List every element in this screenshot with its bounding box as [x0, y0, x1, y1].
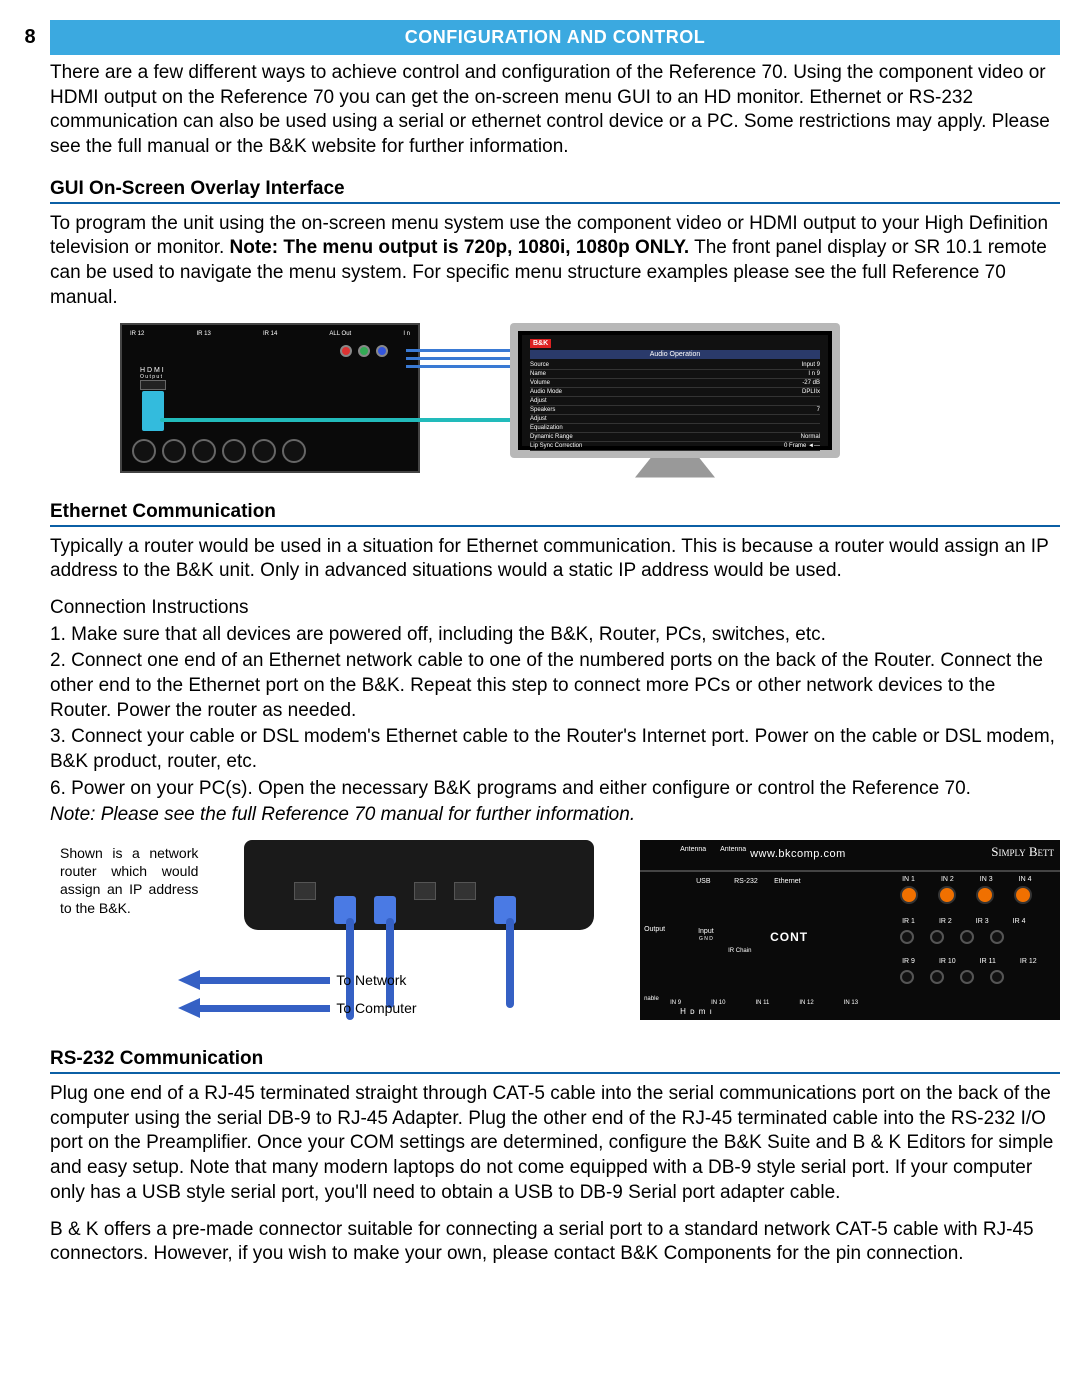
- page-number: 8: [10, 20, 50, 55]
- rs232-heading: RS-232 Communication: [50, 1048, 1060, 1074]
- usb-label: USB: [696, 878, 710, 885]
- xlr-jack-icon: [222, 439, 246, 463]
- rca-green-icon: [358, 345, 370, 357]
- xlr-jack-icon: [132, 439, 156, 463]
- section-header: CONFIGURATION AND CONTROL: [50, 20, 1060, 55]
- osd-screen: B&K Audio Operation SourceInput 9NameI n…: [522, 335, 828, 446]
- network-diagram: Shown is a network router which would as…: [50, 840, 1060, 1030]
- xlr-jack-icon: [162, 439, 186, 463]
- ethernet-heading: Ethernet Communication: [50, 501, 1060, 527]
- osd-brand: B&K: [530, 339, 551, 348]
- rs232-p2: B & K offers a pre-made connector suitab…: [50, 1218, 1060, 1267]
- rear-panel-illustration: IR 12IR 13IR 14ALL OutI n H D M IO u t p…: [120, 323, 420, 473]
- xlr-jack-icon: [252, 439, 276, 463]
- arrow-left-icon: [178, 998, 200, 1018]
- ethernet-cable-icon: [506, 918, 514, 1008]
- to-computer-label: To Computer: [336, 1000, 416, 1016]
- tv-illustration: B&K Audio Operation SourceInput 9NameI n…: [510, 323, 840, 478]
- gui-p1b: Note: The menu output is 720p, 1080i, 10…: [230, 237, 690, 258]
- ethernet-label: Ethernet: [774, 878, 800, 885]
- irchain-label: IR Chain: [728, 948, 751, 954]
- hdmi-label: H ᴅ m ı: [680, 1007, 713, 1016]
- gui-heading: GUI On-Screen Overlay Interface: [50, 178, 1060, 204]
- rs232-p1: Plug one end of a RJ-45 terminated strai…: [50, 1082, 1060, 1205]
- cont-label: CONT: [770, 930, 808, 944]
- tv-stand-icon: [635, 458, 715, 478]
- eth-ci-label: Connection Instructions: [50, 596, 1060, 621]
- osd-title: Audio Operation: [530, 350, 820, 359]
- hdmi-cable-icon: [160, 418, 565, 422]
- antenna-label: Antenna: [680, 846, 706, 853]
- intro-paragraph: There are a few different ways to achiev…: [50, 61, 1060, 160]
- hdmi-plug-icon: [142, 391, 164, 431]
- rca-orange-icon: [1014, 886, 1032, 904]
- input-label: Input: [698, 928, 714, 935]
- eth-note: Note: Please see the full Reference 70 m…: [50, 803, 1060, 828]
- ethernet-cable-icon: [386, 918, 394, 1008]
- xlr-jack-icon: [192, 439, 216, 463]
- rs232-label: RS-232: [734, 878, 758, 885]
- output-label: Output: [644, 926, 665, 933]
- hdmi-label: H D M I: [140, 367, 164, 374]
- eth-step-3: 3. Connect your cable or DSL modem's Eth…: [50, 725, 1060, 774]
- gui-paragraph: To program the unit using the on-screen …: [50, 212, 1060, 311]
- eth-step-2: 2. Connect one end of an Ethernet networ…: [50, 649, 1060, 723]
- router-icon: [244, 840, 594, 930]
- eth-p1: Typically a router would be used in a si…: [50, 535, 1060, 584]
- hdmi-port-icon: [140, 380, 166, 390]
- arrow-left-icon: [178, 970, 200, 990]
- rca-orange-icon: [976, 886, 994, 904]
- gui-diagram: IR 12IR 13IR 14ALL OutI n H D M IO u t p…: [120, 323, 1060, 483]
- rca-blue-icon: [376, 345, 388, 357]
- eth-step-1: 1. Make sure that all devices are powere…: [50, 623, 1060, 648]
- bk-brand: Simply Bett: [991, 844, 1054, 860]
- rca-orange-icon: [938, 886, 956, 904]
- eth-step-6: 6. Power on your PC(s). Open the necessa…: [50, 777, 1060, 802]
- bk-url: www.bkcomp.com: [750, 848, 846, 860]
- bk-rear-panel-illustration: Antenna Antenna www.bkcomp.com Simply Be…: [640, 840, 1060, 1020]
- rca-red-icon: [340, 345, 352, 357]
- antenna-label: Antenna: [720, 846, 746, 853]
- xlr-jack-icon: [282, 439, 306, 463]
- rca-orange-icon: [900, 886, 918, 904]
- to-network-label: To Network: [336, 972, 406, 988]
